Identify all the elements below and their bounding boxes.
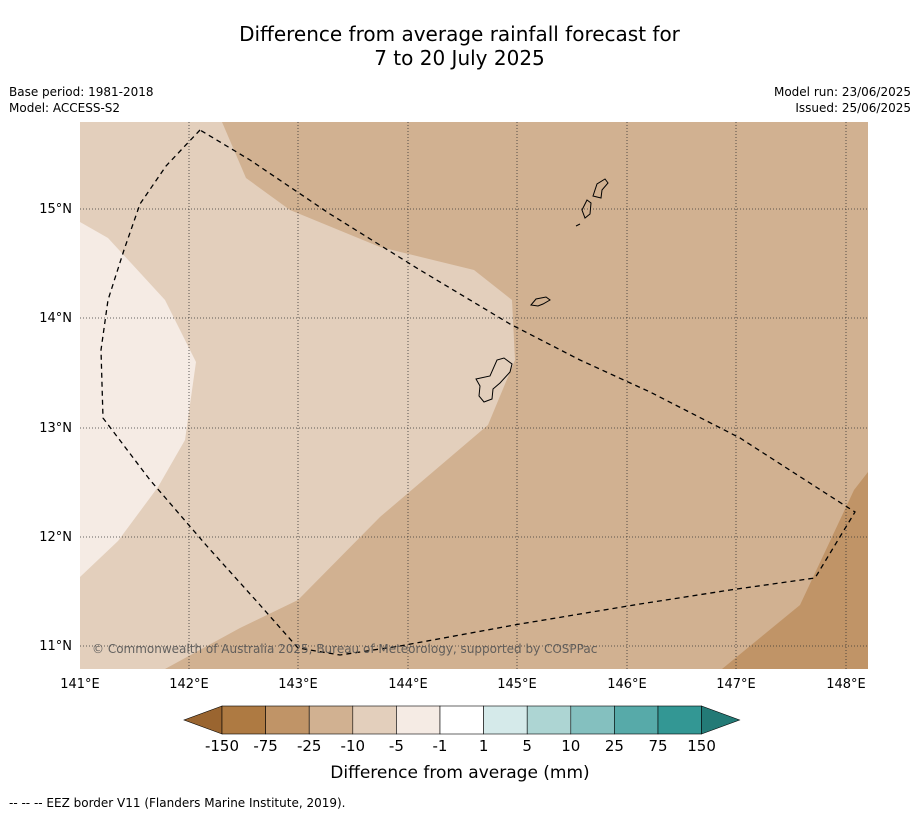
lon-label: 146°E [607,677,647,692]
lat-label: 13°N [39,421,72,436]
lon-label: 144°E [388,677,428,692]
lat-label: 15°N [39,202,72,217]
island-guam [475,357,513,403]
model-run: Model run: 23/06/2025 [773,85,911,99]
model-name: Model: ACCESS-S2 [9,101,121,115]
colorbar [183,705,741,735]
lon-label: 142°E [169,677,209,692]
band-minus5-minus1 [80,222,196,577]
colorbar-swatch [352,705,397,735]
colorbar-tick-label: -1 [433,737,448,755]
colorbar-tick-label: 150 [687,737,716,755]
colorbar-tick-label: -150 [205,737,239,755]
colorbar-title: Difference from average (mm) [330,763,589,783]
colorbar-swatch [570,705,615,735]
meta-left: Base period: 1981-2018 Model: ACCESS-S2 [9,84,154,116]
colorbar-swatch [265,705,310,735]
colorbar-swatch [396,705,441,735]
colorbar-tick-label: -5 [389,737,404,755]
lon-label: 143°E [278,677,318,692]
title-line-2: 7 to 20 July 2025 [374,46,545,70]
island-saipan [592,178,609,199]
colorbar-tick-label: 5 [522,737,532,755]
colorbar-tick-label: 75 [648,737,667,755]
colorbar-tick-label: 10 [561,737,580,755]
lon-label: 145°E [497,677,537,692]
colorbar-swatch [439,705,484,735]
latitude-labels: 15°N 14°N 13°N 12°N 11°N [39,202,72,654]
colorbar-tick-label: -10 [341,737,366,755]
islands [475,178,609,403]
band-minus75-minus25 [722,472,868,669]
lon-label: 148°E [826,677,866,692]
colorbar-arrow-high [701,705,741,735]
eez-footnote: -- -- -- EEZ border V11 (Flanders Marine… [9,796,346,810]
gridlines [80,122,868,669]
lat-label: 14°N [39,311,72,326]
meta-right: Model run: 23/06/2025 Issued: 25/06/2025 [774,84,911,116]
lat-label: 12°N [39,530,72,545]
colorbar-tick-label: -25 [297,737,322,755]
lat-label: 11°N [39,639,72,654]
copyright-note: © Commonwealth of Australia 2025, Bureau… [92,642,597,656]
colorbar-swatch [221,705,266,735]
eez-border [100,129,856,656]
colorbar-swatch [526,705,572,735]
title-line-1: Difference from average rainfall forecas… [239,22,680,46]
band-minus10-minus5 [80,122,515,669]
colorbar-tick-label: -75 [253,737,278,755]
colorbar-swatch [614,705,659,735]
lon-label: 147°E [716,677,756,692]
colorbar-swatch [483,705,528,735]
map-title: Difference from average rainfall forecas… [0,22,919,70]
colorbar-tick-label: 1 [479,737,489,755]
rainfall-map: © Commonwealth of Australia 2025, Bureau… [80,122,868,669]
issued-date: Issued: 25/06/2025 [795,101,911,115]
colorbar-swatch [308,705,354,735]
colorbar-ticks: -150 -75 -25 -10 -5 -1 1 5 10 25 75 150 [205,737,716,755]
island-tinian [581,199,592,219]
colorbar-tick-label: 25 [605,737,624,755]
island-rota [530,296,551,307]
island-aguijan [575,223,581,227]
base-period: Base period: 1981-2018 [9,85,154,99]
lon-label: 141°E [60,677,100,692]
colorbar-swatch [657,705,702,735]
colorbar-arrow-low [183,705,223,735]
longitude-labels: 141°E 142°E 143°E 144°E 145°E 146°E 147°… [60,677,866,692]
